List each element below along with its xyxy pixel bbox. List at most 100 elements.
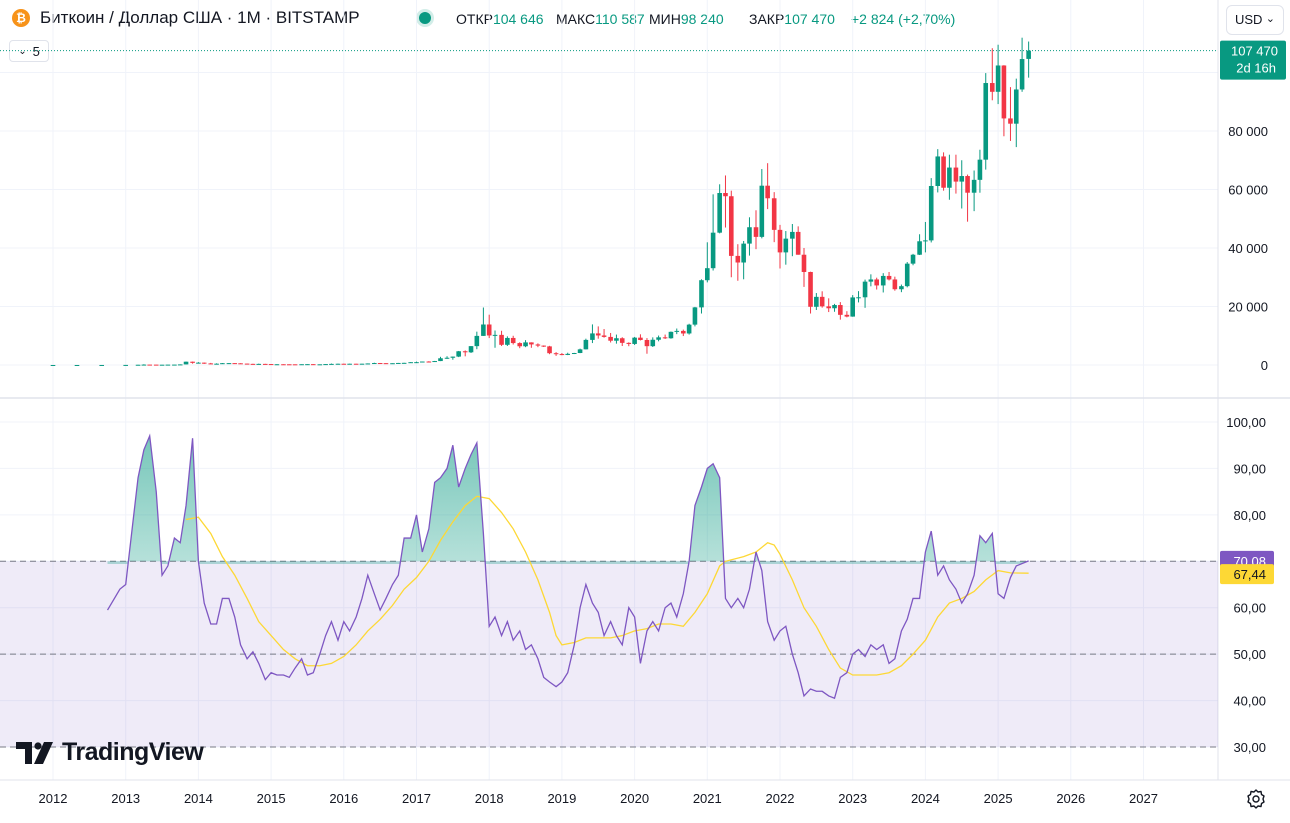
candle-body [353,363,359,365]
candle-body [383,363,389,365]
price-axis-label: 80 000 [1228,124,1268,139]
candle-body [317,364,323,366]
symbol-title[interactable]: Биткоин / Доллар США · 1M · BITSTAMP [40,8,360,27]
candle-body [826,306,832,309]
candle-body [153,364,159,366]
rsi-axis-label: 100,00 [1226,415,1266,430]
candle-body [299,364,304,366]
candle-body [190,361,195,363]
rsi-axis-label: 60,00 [1233,601,1266,616]
rsi-axis-label: 30,00 [1233,740,1266,755]
candle-body [601,335,607,337]
candle-body [971,179,977,193]
candle-body [935,156,941,186]
candle-body [201,362,207,364]
candle-body [50,364,56,366]
candle-body [619,338,625,343]
candle-body [147,364,152,366]
candle-body [408,362,413,364]
candle-body [256,363,262,365]
rsi-axis-label: 90,00 [1233,461,1266,476]
candle-body [523,342,528,347]
candle-body [305,364,310,366]
candle-body [941,156,946,188]
time-axis-label: 2027 [1129,791,1158,806]
candle-body [450,356,456,358]
currency-select[interactable]: USD ⌄ [1226,5,1284,35]
candle-body [728,196,734,256]
candle-body [177,364,183,366]
ohlc-close: ЗАКР107 470 [749,11,835,27]
time-axis-label: 2023 [838,791,867,806]
time-axis-label: 2014 [184,791,213,806]
time-axis-label: 2024 [911,791,940,806]
candle-body [310,364,316,366]
candle-body [123,364,128,366]
candle-body [928,185,934,241]
candle-body [365,363,371,365]
candle-body [638,337,643,340]
candle-body [499,334,504,345]
candle-body [783,238,789,253]
candle-body [432,361,437,363]
candle-body [372,363,377,365]
candle-body [880,275,886,286]
rsi-ma-value-tag [1220,564,1274,585]
candle-body [868,279,874,282]
candle-body [456,351,461,357]
candle-body [965,176,970,193]
candle-body [735,255,741,263]
candle-body [510,337,516,344]
candle-body [529,342,534,345]
candle-body [420,361,425,363]
candle-body [777,229,783,253]
settings-gear-icon[interactable] [1245,788,1267,810]
candle-body [923,240,928,242]
candle-body [747,227,752,244]
tradingview-logo[interactable]: TradingView [16,738,204,767]
candle-body [262,363,268,365]
candle-body [486,324,492,336]
time-axis-label: 2020 [620,791,649,806]
candle-body [595,333,601,336]
candle-body [1019,59,1025,90]
candle-body [535,344,541,346]
candle-body [953,167,959,182]
rsi-axis-label: 40,00 [1233,694,1266,709]
candle-body [705,268,710,281]
price-axis-label: 20 000 [1228,300,1268,315]
candle-body [838,305,843,315]
candle-body [172,364,177,366]
candle-body [844,314,850,317]
candle-body [559,354,565,356]
candle-body [674,330,680,332]
rsi-axis-label: 80,00 [1233,508,1266,523]
price-axis-label: 60 000 [1228,183,1268,198]
candle-body [141,364,147,366]
candle-body [1001,65,1007,119]
last-price-tag [1220,40,1286,80]
candle-body [274,364,280,366]
candle-body [947,167,952,188]
candle-body [850,297,855,317]
candle-body [414,362,419,364]
price-axis-label: 40 000 [1228,241,1268,256]
candle-body [668,331,674,339]
candle-body [819,296,825,307]
candle-body [583,339,589,350]
candle-body [341,363,347,365]
candle-body [390,363,395,365]
candle-body [910,254,916,264]
candle-body [74,364,80,366]
candle-body [608,336,613,341]
candle-body [99,364,105,366]
bitcoin-icon: ₿ [12,9,30,27]
time-axis-label: 2013 [111,791,140,806]
ohlc-high: МАКС110 587 [556,11,645,27]
time-axis-label: 2026 [1056,791,1085,806]
ohlc-change: +2 824 (+2,70%) [851,11,956,27]
candle-body [917,241,922,255]
bar-countdown: 2d 16h [1236,61,1276,76]
candle-body [681,330,686,334]
